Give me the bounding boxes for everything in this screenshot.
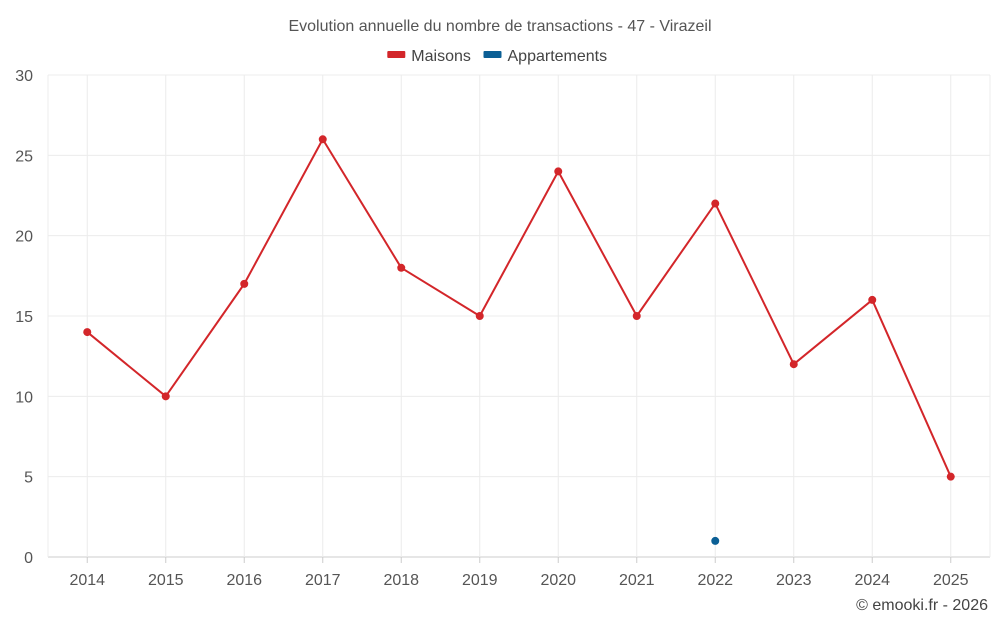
y-tick-label: 25 xyxy=(15,148,33,165)
data-point-maisons xyxy=(240,279,249,288)
x-tick-label: 2020 xyxy=(540,572,576,589)
data-point-maisons xyxy=(711,199,720,208)
y-tick-label: 0 xyxy=(24,550,33,567)
grid xyxy=(47,74,991,558)
y-axis: 0 5 10 15 20 25 30 xyxy=(15,68,33,567)
x-tick-label: 2018 xyxy=(383,572,419,589)
x-tick-label: 2023 xyxy=(776,572,812,589)
x-tick-label: 2022 xyxy=(697,572,733,589)
y-tick-label: 10 xyxy=(15,389,33,406)
data-point-maisons xyxy=(318,135,327,144)
legend-swatch-maisons xyxy=(387,51,406,58)
legend-label-appartements: Appartements xyxy=(508,48,608,65)
legend: Maisons Appartements xyxy=(387,48,607,65)
x-tick-label: 2014 xyxy=(69,572,105,589)
data-point-maisons xyxy=(475,312,484,320)
y-tick-label: 30 xyxy=(15,68,33,85)
x-tick-label: 2016 xyxy=(226,572,262,589)
series-layer xyxy=(83,135,955,545)
data-point-maisons xyxy=(789,360,798,369)
data-point-appartements xyxy=(711,536,720,545)
data-point-maisons xyxy=(83,328,92,337)
x-tick-label: 2019 xyxy=(462,572,498,589)
data-point-maisons xyxy=(632,312,641,320)
x-tick-label: 2015 xyxy=(148,572,184,589)
data-point-maisons xyxy=(946,472,955,481)
x-axis: 2014 2015 2016 2017 2018 2019 2020 2021 2022 2023… xyxy=(69,557,969,589)
x-tick-label: 2017 xyxy=(305,572,341,589)
data-point-maisons xyxy=(397,263,406,272)
x-tick-label: 2025 xyxy=(933,572,969,589)
series-line-maisons xyxy=(86,138,952,478)
chart-title: Evolution annuelle du nombre de transact… xyxy=(288,18,711,35)
x-tick-label: 2024 xyxy=(854,572,890,589)
legend-label-maisons: Maisons xyxy=(411,48,471,65)
data-point-maisons xyxy=(161,392,170,401)
y-tick-label: 20 xyxy=(15,229,33,246)
data-point-maisons xyxy=(554,167,563,176)
y-tick-label: 5 xyxy=(24,470,33,487)
data-point-maisons xyxy=(868,295,877,304)
y-tick-label: 15 xyxy=(15,309,33,326)
legend-swatch-appartements xyxy=(483,51,502,58)
x-tick-label: 2021 xyxy=(619,572,655,589)
credit-text: © emooki.fr - 2026 xyxy=(856,597,988,614)
